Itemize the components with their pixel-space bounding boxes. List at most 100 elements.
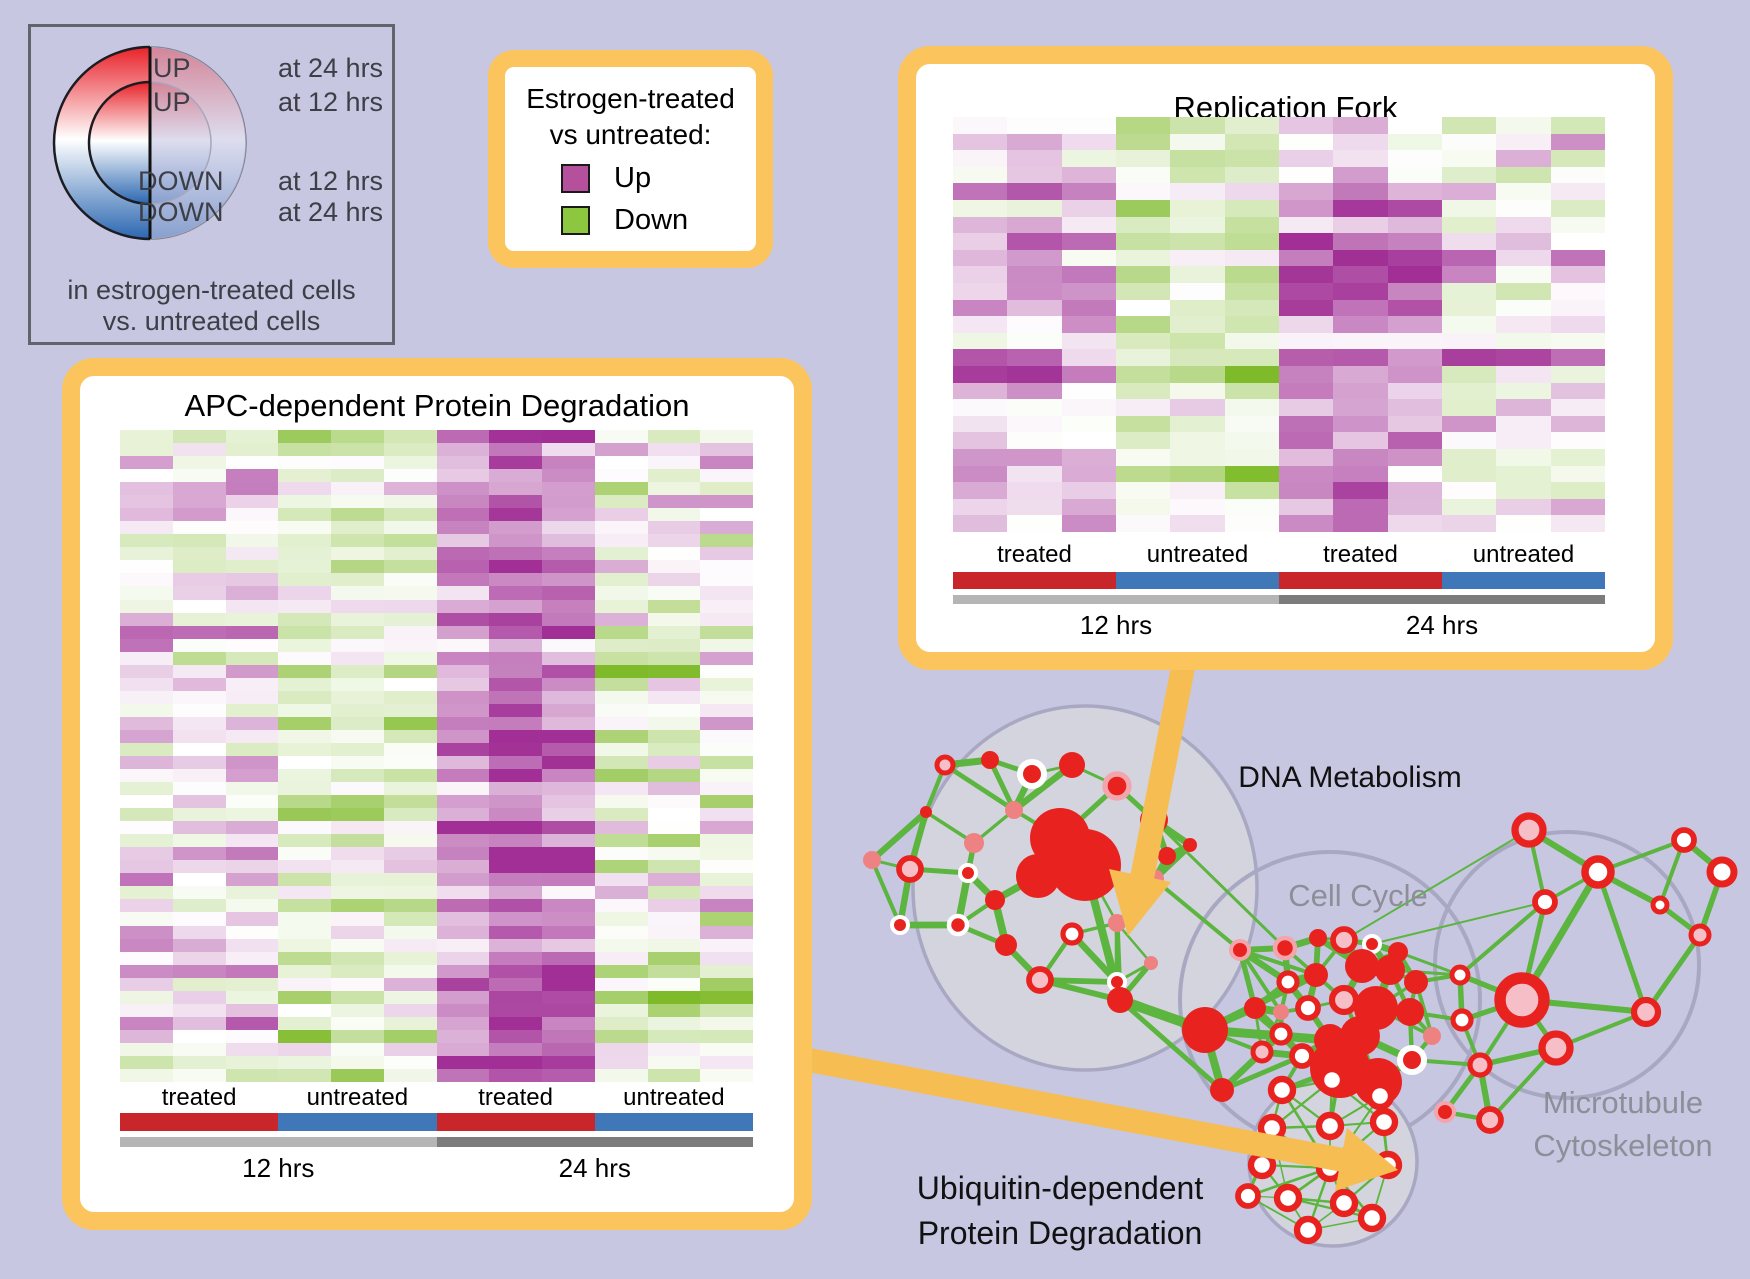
heatmap-cell: [225, 951, 279, 965]
network-node: [1276, 970, 1300, 994]
heatmap-cell: [1333, 166, 1388, 184]
heatmap-cell: [1115, 183, 1171, 200]
heatmap-cell: [700, 521, 753, 535]
heatmap-cell: [172, 977, 226, 991]
network-node: [1315, 1111, 1345, 1141]
heatmap-cell: [542, 638, 595, 652]
treated-bar: [953, 572, 1116, 589]
heatmap-cell: [953, 183, 1008, 200]
heatmap-cell: [594, 847, 648, 861]
heatmap-cell: [331, 925, 384, 939]
heatmap-cell: [489, 495, 542, 509]
heatmap-cell: [172, 547, 226, 561]
heatmap-cell: [1061, 366, 1116, 383]
network-bridge-edge: [1152, 877, 1242, 952]
heatmap-cell: [953, 432, 1008, 449]
heatmap-cell: [436, 521, 490, 535]
heatmap-cell: [225, 755, 279, 770]
heatmap-cell: [278, 795, 331, 809]
heatmap-cell: [172, 573, 226, 587]
heatmap-cell: [120, 625, 173, 639]
heatmap-cell: [700, 873, 753, 887]
inner-left-outline: [87, 80, 151, 206]
heatmap-cell: [647, 586, 701, 600]
heatmap-cell: [120, 886, 173, 900]
untreated-bar: [594, 1113, 753, 1131]
heatmap-cell: [436, 443, 490, 457]
heatmap-cell: [953, 283, 1008, 300]
heatmap-cell: [647, 729, 701, 743]
heatmap-cell: [1441, 249, 1497, 267]
heatmap-cell: [278, 560, 331, 574]
heatmap-cell: [1441, 498, 1497, 516]
heatmap-cell: [383, 899, 437, 913]
heatmap-cell: [172, 1016, 226, 1030]
heatmap-cell: [331, 638, 384, 652]
heatmap-cell: [647, 795, 701, 809]
heatmap-cell: [647, 573, 701, 587]
bar-12hrs: [120, 1137, 437, 1147]
heatmap-cell: [331, 716, 384, 730]
heatmap-cell: [700, 1055, 753, 1069]
heatmap-cell: [1333, 449, 1388, 466]
network-edge: [1218, 1030, 1285, 1094]
heatmap-cell: [331, 443, 384, 457]
heatmap-cell: [120, 782, 173, 796]
heatmap-cell: [1387, 316, 1442, 333]
heatmap-cell: [953, 415, 1008, 433]
heatmap-cell: [1061, 133, 1116, 151]
heatmap-cell: [278, 899, 331, 913]
heatmap-cell: [489, 521, 542, 535]
heatmap-cell: [542, 1003, 595, 1017]
heatmap-cell: [383, 873, 437, 887]
heatmap-cell: [383, 886, 437, 900]
heatmap-cell: [1387, 465, 1442, 483]
heatmap-cell: [489, 782, 542, 796]
heatmap-cell: [700, 977, 753, 991]
heatmap-cell: [700, 821, 753, 835]
heatmap-cell: [594, 860, 648, 874]
heatmap-cell: [1061, 515, 1116, 532]
network-node: [1210, 1078, 1234, 1102]
heatmap-cell: [1278, 200, 1334, 217]
heatmap-cell: [225, 742, 279, 756]
heatmap-cell: [278, 755, 331, 770]
heatmap-cell: [700, 782, 753, 796]
up-color-swatch: [561, 164, 590, 193]
heatmap-cell: [331, 795, 384, 809]
heatmap-cell: [1496, 117, 1551, 134]
heatmap-cell: [700, 443, 753, 457]
heatmap-cell: [225, 508, 279, 522]
heatmap-cell: [700, 599, 753, 613]
heatmap-cell: [331, 1068, 384, 1082]
heatmap-cell: [1007, 415, 1062, 433]
heatmap-cell: [542, 651, 595, 665]
heatmap-cell: [436, 612, 490, 626]
network-node: [1158, 847, 1176, 865]
heatmap-cell: [489, 612, 542, 626]
network-node: [1267, 1075, 1297, 1105]
heatmap-cell: [383, 821, 437, 835]
heatmap-cell: [1115, 266, 1171, 283]
legend-up-24-time: at 24 hrs: [278, 53, 384, 83]
heatmap-cell: [542, 977, 595, 991]
heatmap-cell: [1061, 465, 1116, 483]
heatmap-cell: [1061, 482, 1116, 499]
heatmap-cell: [1278, 399, 1334, 416]
heatmap-cell: [1496, 266, 1551, 283]
rf-time-bar: [953, 595, 1605, 604]
heatmap-cell: [1007, 117, 1062, 134]
down-color-swatch: [561, 206, 590, 235]
heatmap-cell: [700, 755, 753, 770]
heatmap-cell: [225, 716, 279, 730]
apc-heatmap: [120, 430, 753, 1082]
network-bridge-edge: [1117, 997, 1225, 1093]
heatmap-cell: [120, 677, 173, 691]
heatmap-cell: [594, 1042, 648, 1056]
heatmap-cell: [1441, 399, 1497, 416]
heatmap-cell: [594, 677, 648, 691]
heatmap-cell: [953, 299, 1008, 317]
network-node: [1369, 1107, 1399, 1137]
heatmap-cell: [1061, 117, 1116, 134]
heatmap-cell: [594, 729, 648, 743]
